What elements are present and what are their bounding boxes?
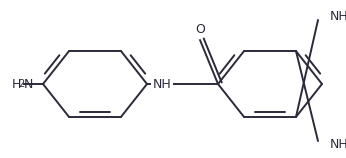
Text: N: N [24, 78, 33, 91]
Text: NH: NH [330, 139, 346, 152]
Text: O: O [195, 23, 205, 36]
Text: 2: 2 [18, 79, 24, 89]
Text: NH: NH [153, 78, 171, 91]
Text: H: H [12, 78, 21, 91]
Text: NH: NH [330, 9, 346, 22]
